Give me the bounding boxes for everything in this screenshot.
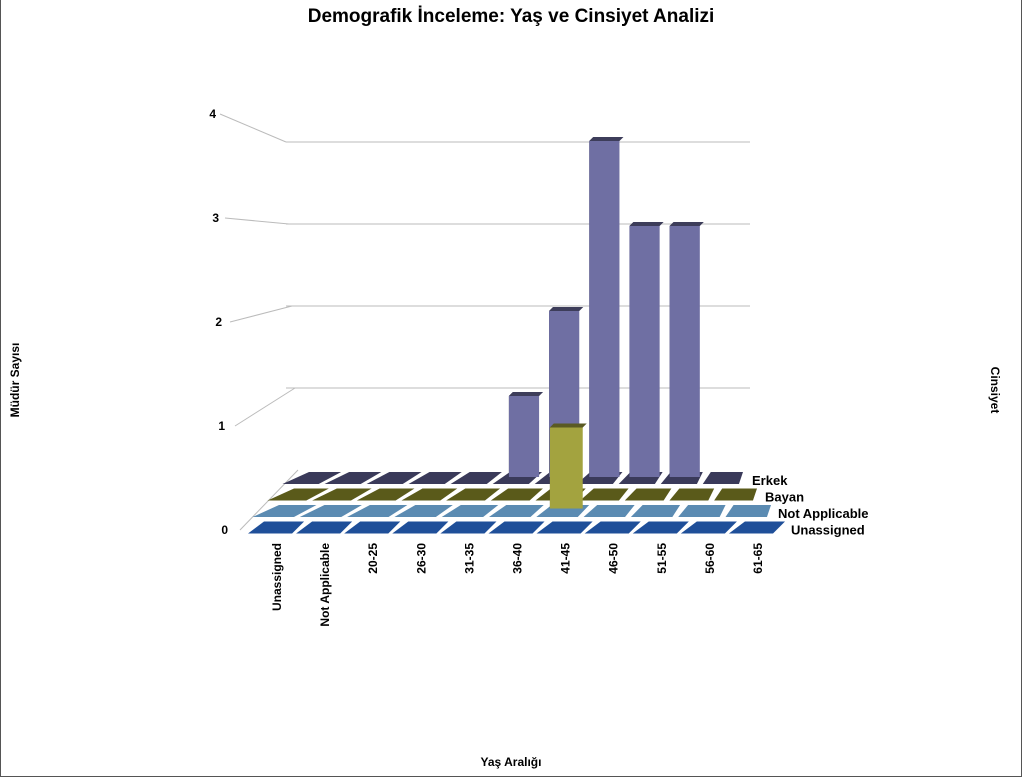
x-tick-label: 41-45 bbox=[559, 543, 573, 574]
floor-tile bbox=[450, 472, 502, 484]
x-tick-label: 20-25 bbox=[366, 543, 380, 574]
floor-tile bbox=[440, 521, 497, 534]
y-tick-label: 2 bbox=[215, 315, 222, 329]
floor-tile bbox=[299, 505, 362, 517]
x-tick-label: 46-50 bbox=[607, 543, 621, 574]
floor-tile bbox=[252, 505, 317, 517]
bar-top bbox=[589, 137, 624, 141]
floor-tile bbox=[248, 521, 305, 534]
x-tick-label: 26-30 bbox=[414, 543, 428, 574]
x-tick-label: Unassigned bbox=[270, 543, 284, 611]
floor-tile bbox=[584, 521, 641, 534]
floor-tile bbox=[536, 521, 593, 534]
floor-tile bbox=[580, 488, 629, 501]
floor-tile bbox=[267, 488, 329, 501]
floor-tile bbox=[489, 505, 544, 517]
floor-tile bbox=[669, 488, 715, 501]
bar bbox=[589, 141, 620, 477]
bar bbox=[669, 226, 700, 477]
gridline bbox=[219, 113, 287, 143]
floor-tile bbox=[401, 488, 458, 501]
gridline bbox=[234, 387, 296, 427]
floor-tile bbox=[296, 521, 353, 534]
bar-top bbox=[669, 222, 704, 226]
series-label: Erkek bbox=[752, 473, 788, 488]
x-tick-label: 31-35 bbox=[462, 543, 476, 574]
floor-tile bbox=[725, 505, 771, 517]
floor-tile bbox=[312, 488, 372, 501]
x-axis-label: Yaş Aralığı bbox=[480, 755, 542, 769]
floor-tile bbox=[488, 521, 545, 534]
x-tick-label: Not Applicable bbox=[318, 543, 332, 627]
floor-tile bbox=[678, 505, 726, 517]
x-tick-label: 56-60 bbox=[703, 543, 717, 574]
floor-tile bbox=[394, 505, 453, 517]
floor-tile bbox=[324, 472, 382, 484]
floor-tile bbox=[344, 521, 401, 534]
floor-tile bbox=[630, 505, 681, 517]
floor-tile bbox=[490, 488, 543, 501]
chart-title: Demografik İnceleme: Yaş ve Cinsiyet Ana… bbox=[307, 6, 715, 27]
floor-tile bbox=[282, 472, 342, 484]
floor-tile bbox=[583, 505, 635, 517]
bar bbox=[549, 427, 583, 509]
x-tick-label: 61-65 bbox=[751, 543, 765, 574]
bar bbox=[508, 396, 540, 477]
x-tick-label: 51-55 bbox=[655, 543, 669, 574]
floor-tile bbox=[356, 488, 415, 501]
bar bbox=[629, 226, 660, 477]
floor-tile bbox=[680, 521, 737, 534]
floor-tile bbox=[632, 521, 689, 534]
floor-tile bbox=[728, 521, 785, 534]
gridline bbox=[224, 217, 290, 225]
floor-tile bbox=[441, 505, 499, 517]
bar-top bbox=[629, 222, 664, 226]
x-tick-label: 36-40 bbox=[511, 543, 525, 574]
y-tick-label: 0 bbox=[221, 523, 228, 537]
gridline bbox=[229, 305, 293, 323]
floor-tile bbox=[347, 505, 408, 517]
y-tick-label: 4 bbox=[209, 107, 216, 121]
floor-tile bbox=[392, 521, 449, 534]
series-label: Unassigned bbox=[791, 523, 865, 538]
floor-tile bbox=[366, 472, 422, 484]
floor-tile bbox=[702, 472, 743, 484]
series-label: Bayan bbox=[765, 490, 804, 505]
bar-top bbox=[549, 423, 587, 428]
y-tick-label: 3 bbox=[212, 211, 219, 225]
floor-tile bbox=[714, 488, 757, 501]
series-label: Not Applicable bbox=[778, 506, 869, 521]
floor-tile bbox=[408, 472, 462, 484]
y-tick-label: 1 bbox=[218, 419, 225, 433]
floor-tile bbox=[624, 488, 672, 501]
bar-top bbox=[508, 392, 544, 396]
floor-tile bbox=[446, 488, 501, 501]
bar-top bbox=[549, 307, 584, 311]
